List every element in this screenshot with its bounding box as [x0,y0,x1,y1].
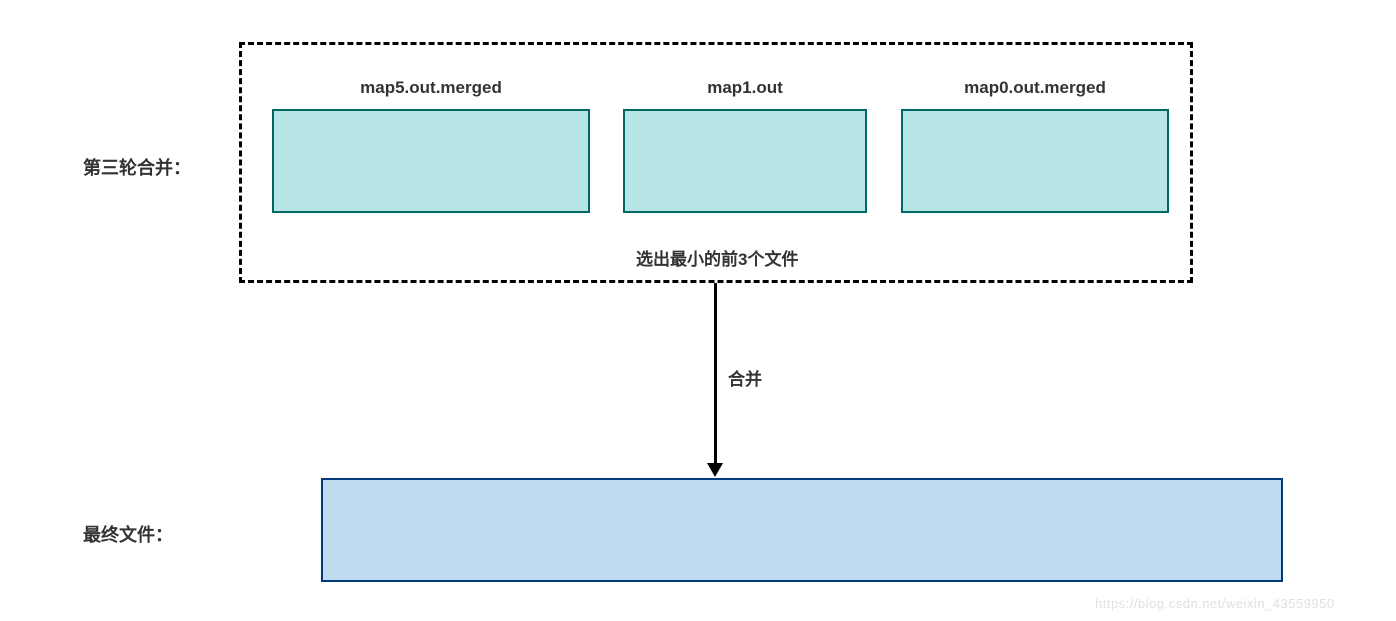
final-label: 最终文件： [83,521,173,547]
file-box [623,109,867,213]
file-box [272,109,590,213]
file-label: map5.out.merged [272,78,590,98]
merge-arrow-line [714,283,717,463]
merge-arrow-label: 合并 [728,365,762,390]
file-label: map0.out.merged [901,78,1169,98]
merge-arrow-head [707,463,723,477]
round-label: 第三轮合并： [83,154,191,180]
group-caption: 选出最小的前3个文件 [636,245,798,270]
watermark: https://blog.csdn.net/weixin_43559950 [1095,596,1335,611]
final-file-box [321,478,1283,582]
file-box [901,109,1169,213]
file-label: map1.out [623,78,867,98]
